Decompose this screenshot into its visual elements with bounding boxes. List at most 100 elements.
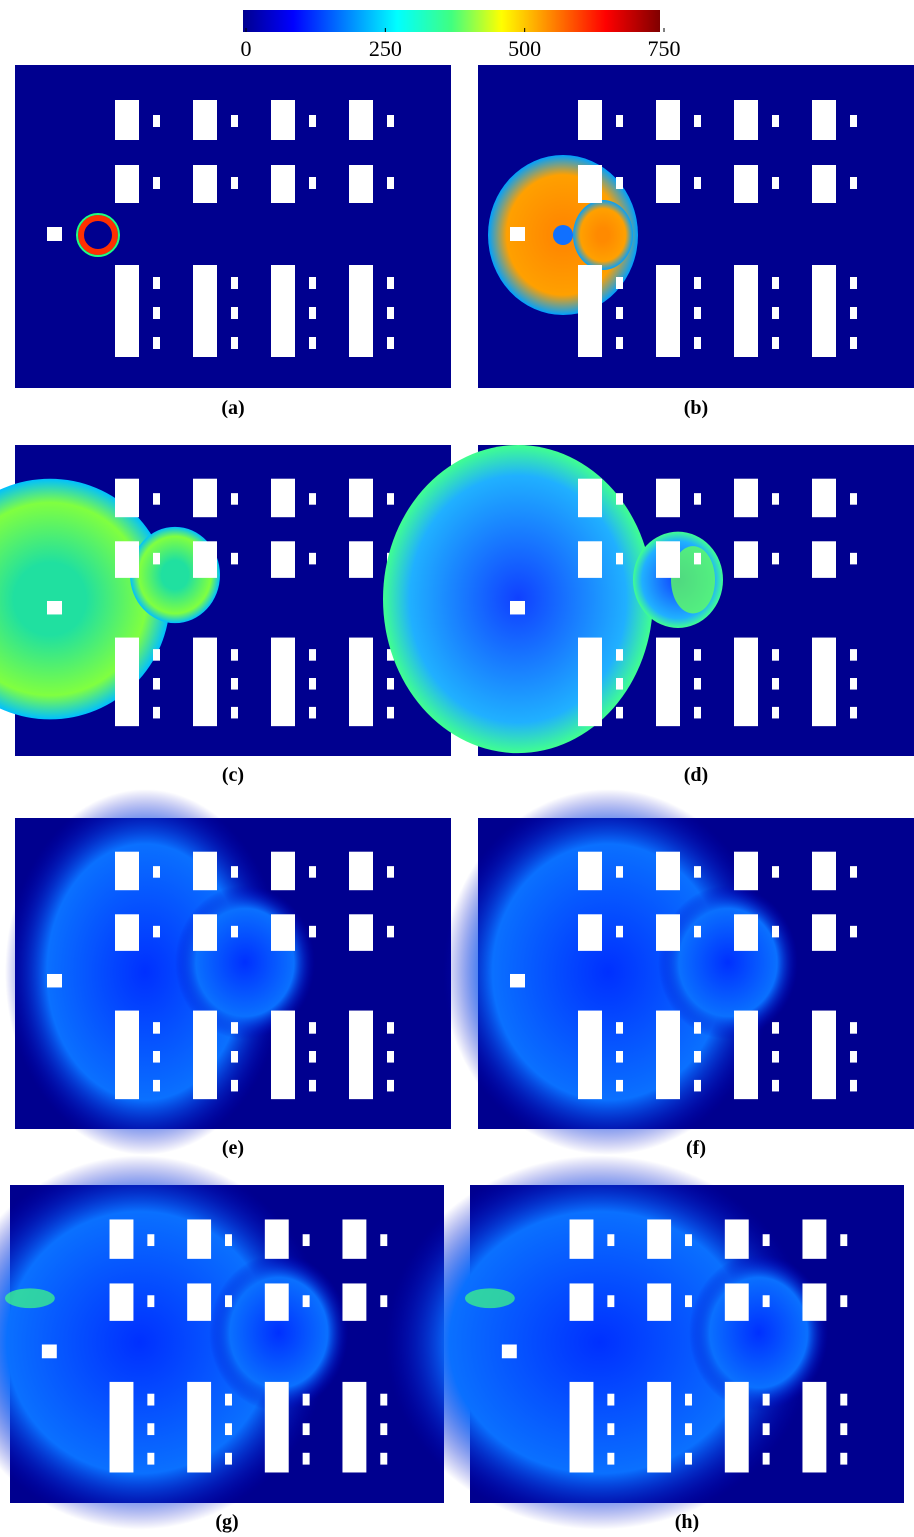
building — [380, 1453, 387, 1465]
building — [349, 100, 373, 140]
building — [271, 100, 295, 140]
building — [231, 307, 238, 319]
building — [812, 100, 836, 140]
building — [656, 265, 680, 357]
wave — [383, 445, 653, 753]
building — [387, 177, 394, 189]
building — [349, 479, 373, 518]
building — [616, 493, 623, 505]
building — [694, 1022, 701, 1034]
building — [271, 638, 295, 727]
building — [656, 165, 680, 203]
building — [271, 541, 295, 578]
building — [694, 493, 701, 505]
building — [607, 1453, 614, 1465]
building — [110, 1382, 134, 1473]
building — [772, 1080, 779, 1092]
building — [147, 1394, 154, 1406]
building — [763, 1453, 770, 1465]
building — [265, 1283, 289, 1320]
building — [303, 1234, 310, 1246]
panel — [5, 789, 451, 1155]
building — [694, 1051, 701, 1063]
panel — [0, 1155, 444, 1529]
building — [656, 852, 680, 891]
building — [231, 678, 238, 690]
building — [153, 866, 160, 878]
building — [763, 1423, 770, 1435]
building — [187, 1382, 211, 1473]
building — [349, 165, 373, 203]
building — [271, 165, 295, 203]
building — [694, 277, 701, 289]
building — [725, 1283, 749, 1320]
building — [110, 1283, 134, 1320]
building — [840, 1423, 847, 1435]
building — [850, 493, 857, 505]
building — [309, 866, 316, 878]
building — [772, 307, 779, 319]
building — [342, 1382, 366, 1473]
building — [734, 1011, 758, 1100]
building — [812, 165, 836, 203]
building — [153, 1080, 160, 1092]
building — [380, 1394, 387, 1406]
building — [616, 678, 623, 690]
building — [271, 852, 295, 891]
building — [772, 649, 779, 661]
wave — [5, 1288, 55, 1308]
building — [303, 1295, 310, 1307]
building — [193, 638, 217, 727]
building — [812, 265, 836, 357]
building — [387, 866, 394, 878]
building — [271, 1011, 295, 1100]
building — [231, 553, 238, 565]
panel — [385, 1155, 904, 1529]
building — [380, 1295, 387, 1307]
building — [656, 100, 680, 140]
colorbar-tick-label: 250 — [369, 36, 402, 61]
building — [850, 553, 857, 565]
building — [812, 1011, 836, 1100]
building — [802, 1382, 826, 1473]
building — [607, 1423, 614, 1435]
building — [616, 307, 623, 319]
building — [387, 1080, 394, 1092]
building — [734, 541, 758, 578]
building — [309, 307, 316, 319]
building — [342, 1219, 366, 1258]
building — [153, 277, 160, 289]
building — [694, 337, 701, 349]
building — [349, 638, 373, 727]
building — [725, 1219, 749, 1258]
building — [231, 926, 238, 938]
building — [850, 177, 857, 189]
building — [303, 1394, 310, 1406]
building — [231, 277, 238, 289]
building — [153, 678, 160, 690]
building — [271, 479, 295, 518]
building — [380, 1423, 387, 1435]
building — [694, 866, 701, 878]
building — [153, 926, 160, 938]
building — [734, 852, 758, 891]
building — [153, 1022, 160, 1034]
panel-label: (a) — [221, 397, 244, 419]
building — [47, 601, 62, 614]
building — [387, 337, 394, 349]
colorbar-tick-label: 750 — [648, 36, 681, 61]
panel — [478, 65, 914, 388]
building — [685, 1394, 692, 1406]
building — [387, 678, 394, 690]
building — [850, 926, 857, 938]
building — [840, 1394, 847, 1406]
building — [840, 1453, 847, 1465]
building — [225, 1234, 232, 1246]
building — [115, 100, 139, 140]
building — [231, 177, 238, 189]
building — [110, 1219, 134, 1258]
building — [147, 1453, 154, 1465]
building — [772, 926, 779, 938]
building — [802, 1219, 826, 1258]
building — [694, 307, 701, 319]
